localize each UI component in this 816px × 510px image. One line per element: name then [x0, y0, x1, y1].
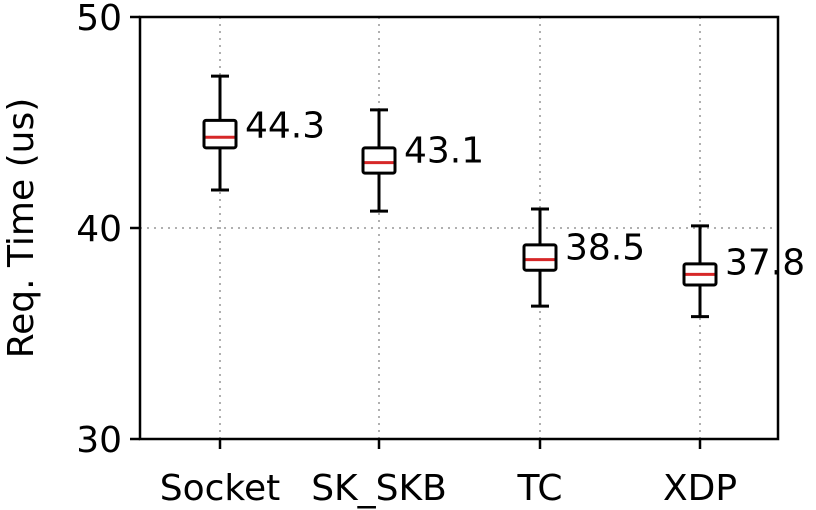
box-tc [522, 243, 558, 272]
x-tick-label-tc: TC [516, 468, 562, 509]
data-labels: 44.3 43.1 38.5 37.8 [245, 105, 805, 283]
grid-lines [140, 17, 778, 439]
y-axis-ticks: 30 40 50 [76, 0, 140, 461]
y-tick-label-40: 40 [76, 209, 122, 250]
median-label-sk_skb: 43.1 [404, 131, 484, 172]
y-tick-label-30: 30 [76, 420, 122, 461]
y-axis-label: Req. Time (us) [1, 98, 42, 359]
x-tick-label-xdp: XDP [663, 468, 737, 509]
x-tick-label-sk_skb: SK_SKB [311, 468, 447, 509]
x-axis-ticks: Socket SK_SKB TC XDP [160, 439, 737, 509]
median-label-tc: 38.5 [565, 228, 645, 269]
x-tick-label-socket: Socket [160, 468, 281, 509]
boxes [202, 74, 718, 319]
plot-frame [138, 15, 780, 441]
y-tick-label-50: 50 [76, 0, 122, 39]
box-socket [202, 118, 238, 150]
median-label-xdp: 37.8 [725, 242, 805, 283]
box-sk_skb [361, 146, 397, 175]
median-label-socket: 44.3 [245, 105, 325, 146]
